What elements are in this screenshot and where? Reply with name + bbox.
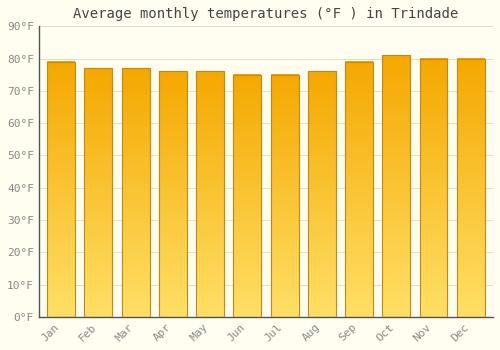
- Bar: [196, 71, 224, 317]
- Bar: [345, 62, 373, 317]
- Bar: [159, 71, 187, 317]
- Bar: [270, 75, 298, 317]
- Bar: [234, 75, 262, 317]
- Bar: [122, 68, 150, 317]
- Bar: [457, 58, 484, 317]
- Title: Average monthly temperatures (°F ) in Trindade: Average monthly temperatures (°F ) in Tr…: [74, 7, 458, 21]
- Bar: [47, 62, 75, 317]
- Bar: [420, 58, 448, 317]
- Bar: [308, 71, 336, 317]
- Bar: [84, 68, 112, 317]
- Bar: [382, 55, 410, 317]
